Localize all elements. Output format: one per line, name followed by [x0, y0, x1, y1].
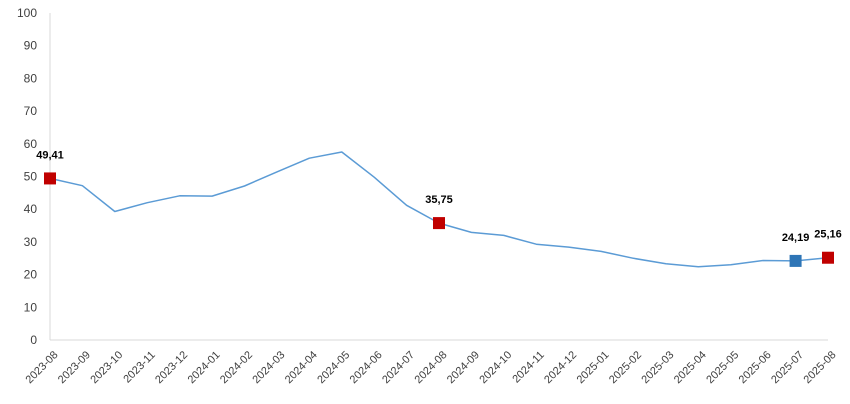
- data-marker: [789, 254, 802, 267]
- x-tick-label: 2025-05: [704, 349, 741, 386]
- x-tick-label: 2023-12: [153, 349, 190, 386]
- y-tick-label: 50: [24, 170, 38, 184]
- x-tick-label: 2025-01: [575, 349, 612, 386]
- markers: [44, 172, 834, 267]
- x-tick-label: 2025-03: [639, 349, 676, 386]
- y-tick-label: 60: [24, 137, 38, 151]
- x-tick-label: 2024-01: [186, 349, 223, 386]
- data-marker: [44, 172, 56, 185]
- data-label: 49,41: [36, 149, 64, 161]
- x-tick-label: 2025-08: [802, 349, 839, 386]
- x-tick-labels: 2023-082023-092023-102023-112023-122024-…: [24, 349, 839, 386]
- x-tick-label: 2024-10: [477, 349, 514, 386]
- x-tick-label: 2024-11: [510, 349, 546, 385]
- data-labels: 49,41 35,75 24,19 25,16: [36, 149, 842, 243]
- y-tick-label: 90: [24, 39, 38, 53]
- x-tick-label: 2024-04: [283, 349, 320, 386]
- x-tick-label: 2024-08: [413, 349, 450, 386]
- x-tick-label: 2025-04: [672, 349, 709, 386]
- data-label: 24,19: [782, 232, 810, 244]
- x-tick-label: 2024-05: [315, 349, 352, 386]
- x-tick-label: 2024-07: [380, 349, 417, 386]
- x-tick-label: 2024-12: [542, 349, 579, 386]
- x-tick-label: 2024-02: [218, 349, 255, 386]
- y-tick-label: 30: [24, 235, 38, 249]
- y-tick-label: 100: [17, 6, 37, 20]
- y-tick-label: 10: [24, 300, 38, 314]
- y-tick-label: 0: [30, 333, 37, 347]
- data-label: 35,75: [425, 194, 453, 206]
- x-tick-label: 2023-10: [88, 349, 125, 386]
- chart-axes: [49, 13, 828, 341]
- data-label: 25,16: [814, 229, 842, 241]
- series-line: [49, 151, 829, 268]
- x-tick-label: 2025-07: [769, 349, 806, 386]
- x-tick-label: 2025-02: [607, 349, 644, 386]
- y-tick-labels: 0 10 20 30 40 50 60 70 80 90 100: [17, 6, 37, 347]
- x-tick-label: 2025-06: [737, 349, 774, 386]
- series-lines: [49, 151, 829, 268]
- x-tick-label: 2023-09: [56, 349, 93, 386]
- data-marker: [822, 251, 834, 264]
- y-tick-label: 20: [24, 268, 38, 282]
- y-tick-label: 70: [24, 104, 38, 118]
- x-tick-label: 2023-11: [121, 349, 157, 385]
- y-tick-label: 80: [24, 71, 38, 85]
- y-tick-label: 40: [24, 202, 38, 216]
- data-marker: [433, 217, 445, 230]
- x-tick-label: 2023-08: [24, 349, 61, 386]
- x-tick-label: 2024-06: [348, 349, 385, 386]
- x-tick-label: 2024-03: [250, 349, 287, 386]
- x-tick-label: 2024-09: [445, 349, 482, 386]
